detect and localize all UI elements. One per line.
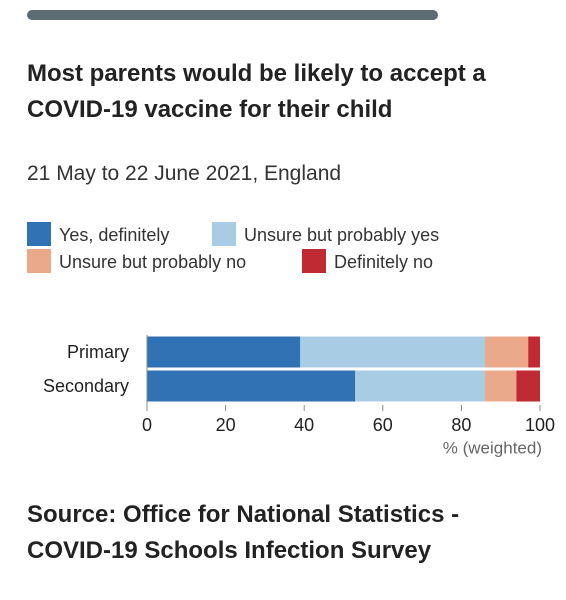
x-tick-label: 100 bbox=[525, 415, 555, 435]
x-axis-label: % (weighted) bbox=[443, 438, 542, 457]
legend-label: Yes, definitely bbox=[59, 225, 170, 245]
chart-title: Most parents would be likely to accept a… bbox=[27, 60, 486, 123]
x-tick-label: 40 bbox=[294, 415, 314, 435]
x-tick-label: 60 bbox=[373, 415, 393, 435]
bar-segment bbox=[484, 336, 529, 368]
x-tick-label: 0 bbox=[142, 415, 152, 435]
bar-segment bbox=[484, 370, 517, 402]
legend-swatch bbox=[212, 222, 236, 246]
source: Source: Office for National Statistics -… bbox=[27, 501, 460, 564]
bar-segment bbox=[516, 370, 540, 402]
legend-swatch bbox=[27, 249, 51, 273]
legend-label: Definitely no bbox=[334, 252, 434, 272]
legend-swatch bbox=[302, 249, 326, 273]
bar-segment bbox=[528, 336, 540, 368]
x-tick-label: 80 bbox=[451, 415, 471, 435]
bar-segment bbox=[147, 336, 301, 368]
top-bar bbox=[27, 10, 438, 20]
legend-label: Unsure but probably yes bbox=[244, 225, 440, 245]
bar-segment bbox=[147, 370, 356, 402]
y-tick-label: Primary bbox=[67, 342, 129, 362]
chart-subtitle: 21 May to 22 June 2021, England bbox=[27, 162, 342, 185]
bar-segment bbox=[300, 336, 485, 368]
bar-segment bbox=[355, 370, 485, 402]
chart: Primary Secondary 0 20 40 60 80 100 % (weighted) bbox=[43, 335, 555, 457]
legend-label: Unsure but probably no bbox=[59, 252, 247, 272]
y-tick-label: Secondary bbox=[43, 376, 129, 396]
legend-swatch bbox=[27, 222, 51, 246]
x-tick-label: 20 bbox=[216, 415, 236, 435]
